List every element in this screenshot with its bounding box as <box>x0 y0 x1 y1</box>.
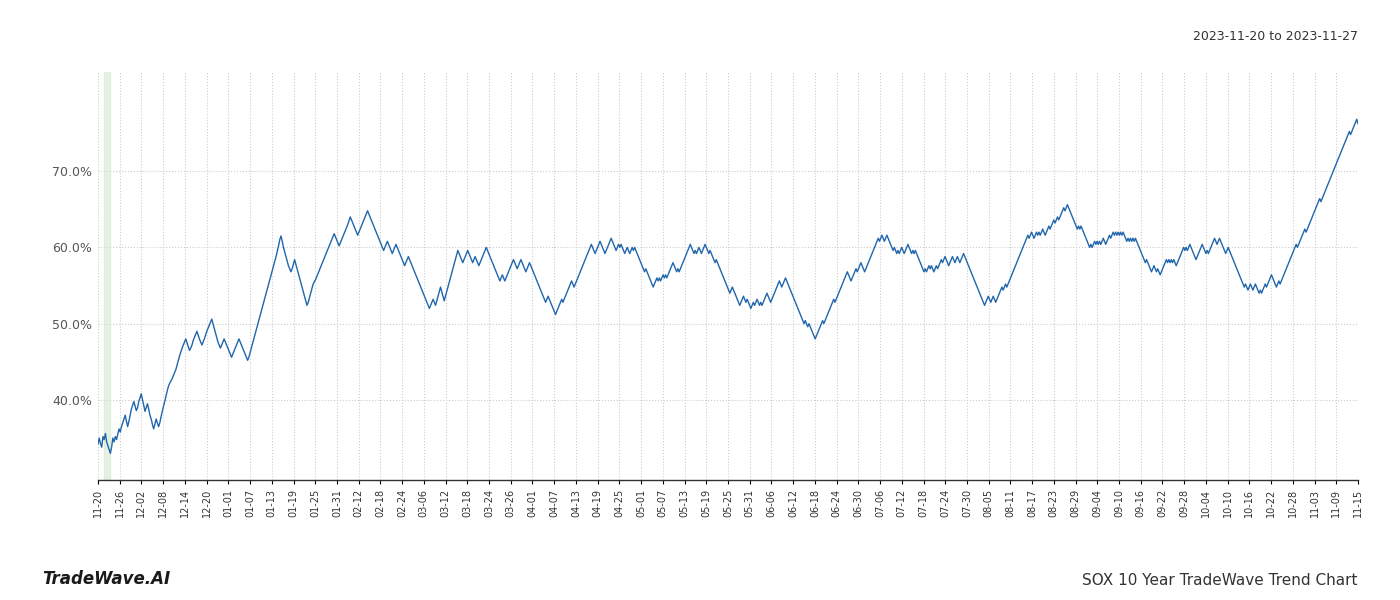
Text: TradeWave.AI: TradeWave.AI <box>42 570 171 588</box>
Text: 2023-11-20 to 2023-11-27: 2023-11-20 to 2023-11-27 <box>1193 30 1358 43</box>
Bar <box>104 72 111 480</box>
Text: SOX 10 Year TradeWave Trend Chart: SOX 10 Year TradeWave Trend Chart <box>1082 573 1358 588</box>
